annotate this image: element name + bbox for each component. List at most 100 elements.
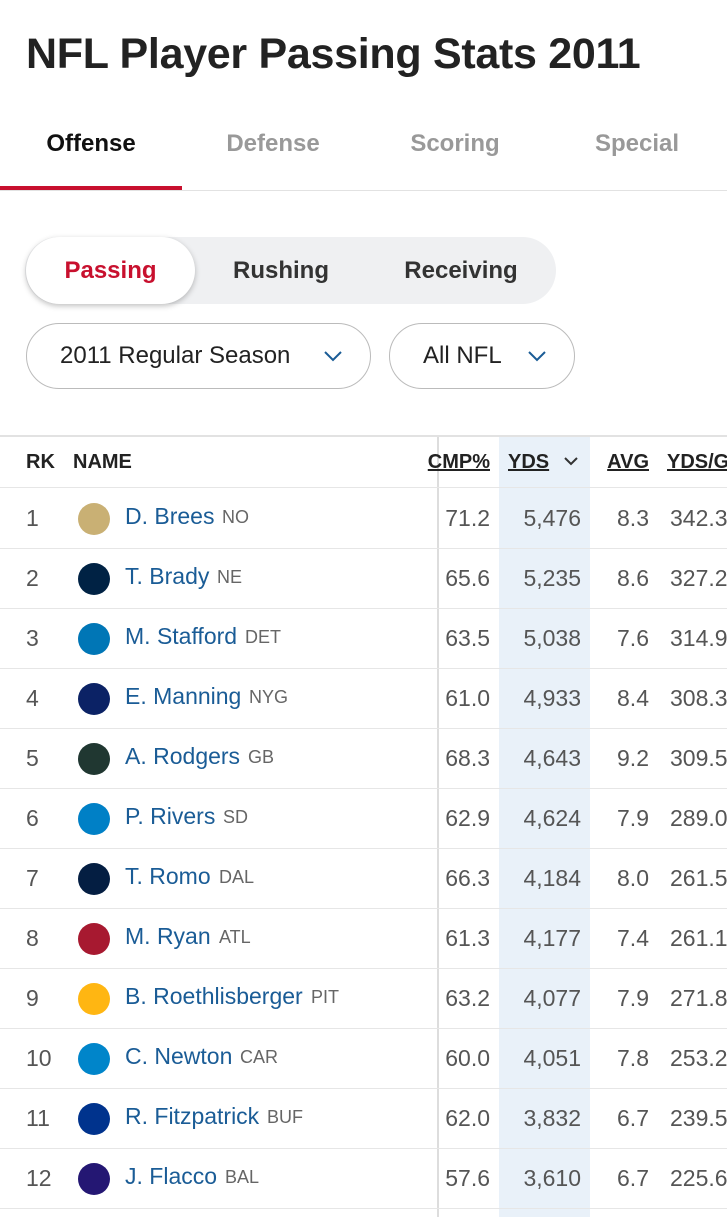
team-abbr: BAL <box>225 1167 260 1187</box>
player-name[interactable]: M. Stafford <box>125 623 238 649</box>
yards-per-game: 289.0 <box>670 805 727 831</box>
avg: 7.4 <box>617 925 649 951</box>
yards-per-game: 239.5 <box>670 1105 727 1131</box>
yards-per-game: 261.1 <box>670 925 727 951</box>
row-divider <box>0 548 727 549</box>
page-title: NFL Player Passing Stats 2011 <box>26 30 641 78</box>
team-logo <box>78 1103 110 1135</box>
player-name[interactable]: J. Flacco <box>125 1163 218 1189</box>
team-logo <box>78 563 110 595</box>
player-name[interactable]: R. Fitzpatrick <box>125 1103 260 1129</box>
yards: 5,476 <box>523 505 581 531</box>
rank: 7 <box>26 865 39 891</box>
rank: 6 <box>26 805 39 831</box>
subtab[interactable]: Rushing <box>233 257 329 284</box>
team-abbr: ATL <box>219 927 251 947</box>
rank: 4 <box>26 685 39 711</box>
cmp-pct: 57.6 <box>445 1165 490 1191</box>
column-header[interactable]: YDS <box>508 451 550 473</box>
team-logo <box>78 863 110 895</box>
row-divider <box>0 788 727 789</box>
tab[interactable]: Special <box>594 130 680 157</box>
tab[interactable]: Offense <box>46 130 136 157</box>
yards: 3,610 <box>523 1165 581 1191</box>
cmp-pct: 63.5 <box>445 625 490 651</box>
team-logo <box>78 1163 110 1195</box>
yards: 3,832 <box>523 1105 581 1131</box>
player-name[interactable]: C. Newton <box>125 1043 233 1069</box>
cmp-pct: 65.6 <box>445 565 490 591</box>
team-logo <box>78 1043 110 1075</box>
chevron <box>324 351 342 362</box>
row-divider <box>0 848 727 849</box>
rank: 1 <box>26 505 39 531</box>
avg: 7.9 <box>617 985 649 1011</box>
league-dropdown[interactable]: All NFL <box>389 323 575 389</box>
player-name[interactable]: M. Ryan <box>125 923 211 949</box>
player-name[interactable]: T. Brady <box>125 563 210 589</box>
player-name[interactable]: B. Roethlisberger <box>125 983 303 1009</box>
tab[interactable]: Defense <box>226 130 320 157</box>
tab-divider <box>0 190 727 191</box>
row-divider <box>0 1028 727 1029</box>
yards-per-game: 271.8 <box>670 985 727 1011</box>
yards-per-game: 225.6 <box>670 1165 727 1191</box>
player-name[interactable]: P. Rivers <box>125 803 216 829</box>
stats-table: RK NAME CMP% YDS AVG YDS/G 1 D. Brees NO 71… <box>0 435 727 1217</box>
team-abbr: DAL <box>219 867 255 887</box>
player-name[interactable]: D. Brees <box>125 503 215 529</box>
cmp-pct: 60.0 <box>445 1045 490 1071</box>
rank: 5 <box>26 745 39 771</box>
cmp-pct: 63.2 <box>445 985 490 1011</box>
yards: 4,184 <box>523 865 581 891</box>
team-logo <box>78 923 110 955</box>
sorted-column-highlight <box>499 437 590 1217</box>
column-header[interactable]: AVG <box>607 451 649 473</box>
yards-per-game: 309.5 <box>670 745 727 771</box>
yards: 4,177 <box>523 925 581 951</box>
subtab[interactable]: Receiving <box>404 257 518 284</box>
avg: 6.7 <box>617 1165 649 1191</box>
row-divider <box>0 1148 727 1149</box>
cmp-pct: 62.9 <box>445 805 490 831</box>
avg: 8.0 <box>617 865 649 891</box>
column-header: NAME <box>73 451 132 473</box>
player-name[interactable]: T. Romo <box>125 863 211 889</box>
avg: 8.3 <box>617 505 649 531</box>
tab[interactable]: Scoring <box>410 130 500 157</box>
cmp-pct: 66.3 <box>445 865 490 891</box>
subtab[interactable]: Passing <box>26 237 195 304</box>
row-divider <box>0 1208 727 1209</box>
yards: 5,038 <box>523 625 581 651</box>
team-abbr: DET <box>245 627 281 647</box>
team-logo <box>78 683 110 715</box>
team-abbr: GB <box>248 747 275 767</box>
season-dropdown[interactable]: 2011 Regular Season <box>26 323 371 389</box>
rank: 3 <box>26 625 39 651</box>
dropdown-label: 2011 Regular Season <box>60 342 291 369</box>
row-divider <box>0 608 727 609</box>
rank: 8 <box>26 925 39 951</box>
cmp-pct: 62.0 <box>445 1105 490 1131</box>
yards-per-game: 314.9 <box>670 625 727 651</box>
active-tab-indicator <box>0 186 182 190</box>
column-header[interactable]: YDS/G <box>667 451 727 473</box>
column-header[interactable]: CMP% <box>427 451 490 473</box>
team-abbr: BUF <box>267 1107 303 1127</box>
team-abbr: NO <box>222 507 249 527</box>
avg: 7.8 <box>617 1045 649 1071</box>
row-divider <box>0 487 727 488</box>
yards-per-game: 253.2 <box>670 1045 727 1071</box>
player-name[interactable]: E. Manning <box>125 683 242 709</box>
team-abbr: SD <box>223 807 249 827</box>
row-divider <box>0 1088 727 1089</box>
avg: 8.4 <box>617 685 649 711</box>
avg: 6.7 <box>617 1105 649 1131</box>
cmp-pct: 61.0 <box>445 685 490 711</box>
rank: 9 <box>26 985 39 1011</box>
yards: 4,624 <box>523 805 581 831</box>
team-logo <box>78 503 110 535</box>
team-abbr: NYG <box>249 687 289 707</box>
player-name[interactable]: A. Rodgers <box>125 743 241 769</box>
